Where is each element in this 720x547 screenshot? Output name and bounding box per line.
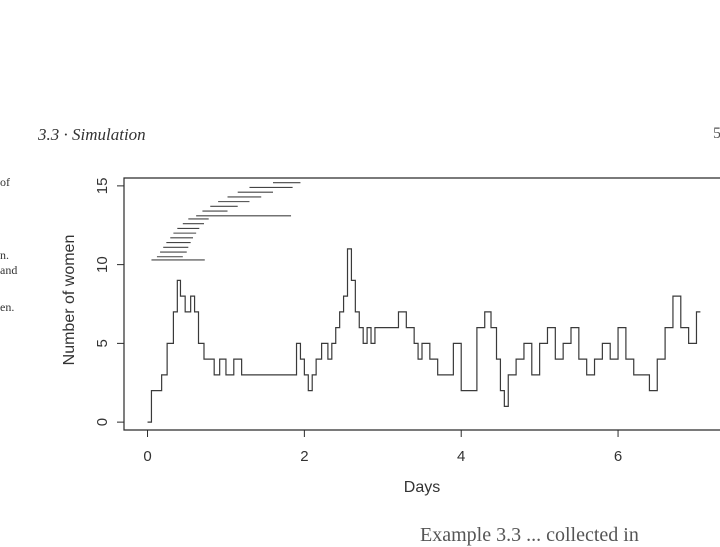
- x-tick-label: 0: [143, 448, 151, 465]
- plot-frame: [123, 177, 720, 431]
- interval-segments: [151, 182, 301, 261]
- x-tick-label: 6: [614, 448, 622, 465]
- x-axis-label: Days: [404, 479, 440, 496]
- x-tick-label: 2: [300, 448, 308, 465]
- series-group: [147, 248, 701, 423]
- series-line: [147, 248, 701, 423]
- body-text-fragment: Example 3.3 ... collected in: [420, 524, 639, 546]
- y-tick-label: 15: [94, 178, 111, 195]
- page-number: 5: [713, 125, 720, 142]
- y-tick-label: 5: [94, 339, 111, 347]
- margin-fragment: n.: [0, 248, 9, 262]
- y-axis-label: Number of women: [61, 235, 78, 366]
- margin-fragment: and: [0, 263, 18, 277]
- y-tick-label: 0: [94, 418, 111, 426]
- y-tick-label: 10: [94, 256, 111, 273]
- plot-border: [123, 177, 720, 431]
- x-axis: 0 2 4 6: [143, 430, 622, 465]
- y-axis: 0 5 10 15: [94, 178, 124, 426]
- margin-fragment: of: [0, 175, 10, 189]
- x-tick-label: 4: [457, 448, 465, 465]
- running-header: 3.3 · Simulation: [38, 125, 146, 144]
- margin-fragment: en.: [0, 300, 15, 314]
